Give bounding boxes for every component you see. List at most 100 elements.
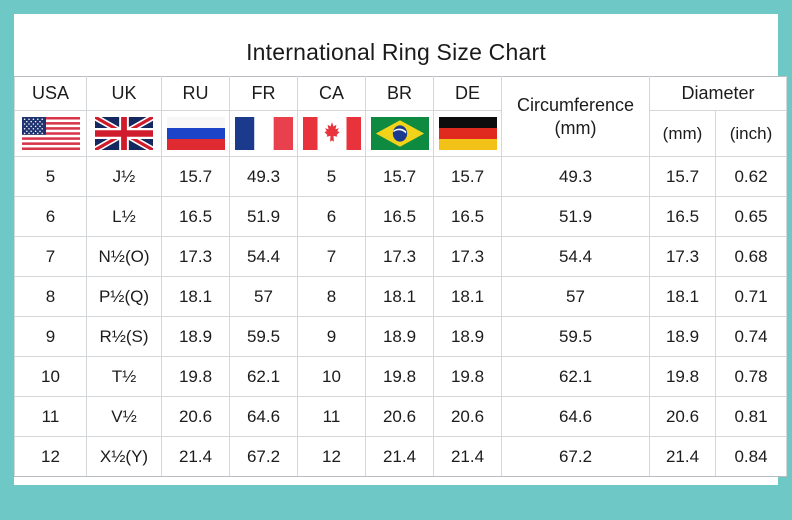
flag-cell-ru: [161, 110, 230, 158]
column-header-de: DE: [433, 76, 502, 112]
cell-uk: L½: [86, 196, 162, 238]
cell-de: 17.3: [433, 236, 502, 278]
cell-de: 19.8: [433, 356, 502, 398]
cell-usa: 6: [14, 196, 87, 238]
cell-br: 19.8: [365, 356, 434, 398]
flag-fr-icon: [234, 117, 293, 151]
cell-usa: 11: [14, 396, 87, 438]
cell-ca: 9: [297, 316, 366, 358]
cell-uk: V½: [86, 396, 162, 438]
cell-circumference-mm: 67.2: [501, 436, 650, 478]
column-header-br: BR: [365, 76, 434, 112]
cell-fr: 59.5: [229, 316, 298, 358]
cell-de: 21.4: [433, 436, 502, 478]
cell-fr: 49.3: [229, 156, 298, 198]
cell-diameter-mm: 19.8: [649, 356, 716, 398]
cell-br: 16.5: [365, 196, 434, 238]
cell-uk: P½(Q): [86, 276, 162, 318]
flag-usa-icon: [21, 117, 80, 151]
cell-diameter-mm: 17.3: [649, 236, 716, 278]
table-row: 9 R½(S) 18.9 59.5 9 18.9 18.9 59.5 18.9 0.74: [14, 316, 787, 358]
column-header-usa: USA: [14, 76, 87, 112]
flag-cell-usa: [14, 110, 87, 158]
cell-ca: 5: [297, 156, 366, 198]
flag-cell-br: [365, 110, 434, 158]
flag-cell-uk: [86, 110, 162, 158]
cell-diameter-inch: 0.78: [715, 356, 787, 398]
table-row: 8 P½(Q) 18.1 57 8 18.1 18.1 57 18.1 0.71: [14, 276, 787, 318]
cell-fr: 51.9: [229, 196, 298, 238]
cell-usa: 5: [14, 156, 87, 198]
cell-fr: 62.1: [229, 356, 298, 398]
table-row: 7 N½(O) 17.3 54.4 7 17.3 17.3 54.4 17.3 0.68: [14, 236, 787, 278]
cell-diameter-inch: 0.74: [715, 316, 787, 358]
cell-ru: 18.1: [161, 276, 230, 318]
table-row: 12 X½(Y) 21.4 67.2 12 21.4 21.4 67.2 21.4 0.84: [14, 436, 787, 478]
flag-br-icon: [370, 117, 429, 151]
cell-diameter-inch: 0.84: [715, 436, 787, 478]
chart-card: International Ring Size Chart USA UK RU …: [14, 14, 787, 485]
cell-usa: 10: [14, 356, 87, 398]
column-header-fr: FR: [229, 76, 298, 112]
cell-ru: 16.5: [161, 196, 230, 238]
cell-circumference-mm: 57: [501, 276, 650, 318]
table-row: 6 L½ 16.5 51.9 6 16.5 16.5 51.9 16.5 0.65: [14, 196, 787, 238]
flag-uk-icon: [95, 117, 153, 151]
cell-diameter-mm: 15.7: [649, 156, 716, 198]
cell-fr: 57: [229, 276, 298, 318]
flag-ru-icon: [166, 117, 225, 151]
cell-usa: 7: [14, 236, 87, 278]
ring-size-table: USA UK RU FR CA BR DE Circumference (mm)…: [14, 76, 787, 478]
cell-br: 18.9: [365, 316, 434, 358]
cell-br: 17.3: [365, 236, 434, 278]
circumference-label: Circumference: [516, 95, 635, 116]
table-row: 10 T½ 19.8 62.1 10 19.8 19.8 62.1 19.8 0.78: [14, 356, 787, 398]
cell-circumference-mm: 51.9: [501, 196, 650, 238]
column-header-diameter-mm: (mm): [649, 110, 716, 158]
cell-diameter-mm: 21.4: [649, 436, 716, 478]
flag-cell-ca: [297, 110, 366, 158]
cell-ru: 15.7: [161, 156, 230, 198]
table-row: 11 V½ 20.6 64.6 11 20.6 20.6 64.6 20.6 0.81: [14, 396, 787, 438]
cell-ca: 10: [297, 356, 366, 398]
cell-fr: 67.2: [229, 436, 298, 478]
cell-usa: 9: [14, 316, 87, 358]
cell-circumference-mm: 62.1: [501, 356, 650, 398]
cell-de: 18.1: [433, 276, 502, 318]
column-header-circumference: Circumference (mm): [501, 76, 650, 158]
cell-diameter-inch: 0.81: [715, 396, 787, 438]
header-row-names: USA UK RU FR CA BR DE Circumference (mm)…: [14, 76, 787, 158]
cell-ca: 12: [297, 436, 366, 478]
cell-de: 18.9: [433, 316, 502, 358]
cell-diameter-inch: 0.71: [715, 276, 787, 318]
flag-ca-icon: [302, 117, 361, 151]
cell-fr: 64.6: [229, 396, 298, 438]
cell-br: 20.6: [365, 396, 434, 438]
flag-de-icon: [438, 117, 497, 151]
cell-diameter-mm: 18.1: [649, 276, 716, 318]
column-header-diameter-inch: (inch): [715, 110, 787, 158]
cell-ca: 7: [297, 236, 366, 278]
cell-br: 18.1: [365, 276, 434, 318]
cell-br: 15.7: [365, 156, 434, 198]
cell-diameter-mm: 16.5: [649, 196, 716, 238]
circumference-unit: (mm): [554, 117, 597, 138]
cell-circumference-mm: 54.4: [501, 236, 650, 278]
cell-diameter-inch: 0.65: [715, 196, 787, 238]
cell-circumference-mm: 49.3: [501, 156, 650, 198]
cell-fr: 54.4: [229, 236, 298, 278]
cell-de: 15.7: [433, 156, 502, 198]
cell-uk: T½: [86, 356, 162, 398]
table-body: 5 J½ 15.7 49.3 5 15.7 15.7 49.3 15.7 0.62 6 L½ 16.5 5…: [14, 156, 787, 478]
cell-uk: X½(Y): [86, 436, 162, 478]
cell-ru: 20.6: [161, 396, 230, 438]
cell-circumference-mm: 59.5: [501, 316, 650, 358]
cell-circumference-mm: 64.6: [501, 396, 650, 438]
cell-br: 21.4: [365, 436, 434, 478]
flag-cell-fr: [229, 110, 298, 158]
cell-ca: 11: [297, 396, 366, 438]
cell-ca: 6: [297, 196, 366, 238]
column-header-diameter: Diameter: [649, 76, 787, 112]
cell-uk: J½: [86, 156, 162, 198]
